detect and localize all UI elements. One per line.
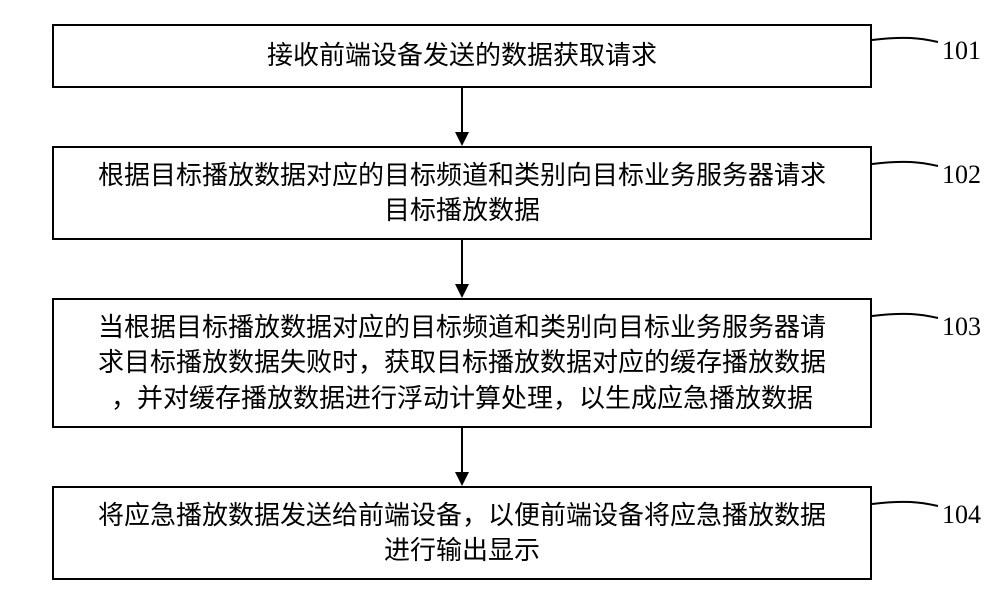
leader-104: [0, 0, 1000, 599]
step-label-104: 104: [942, 500, 981, 530]
flowchart-canvas: 接收前端设备发送的数据获取请求 101 根据目标播放数据对应的目标频道和类别向目…: [0, 0, 1000, 599]
